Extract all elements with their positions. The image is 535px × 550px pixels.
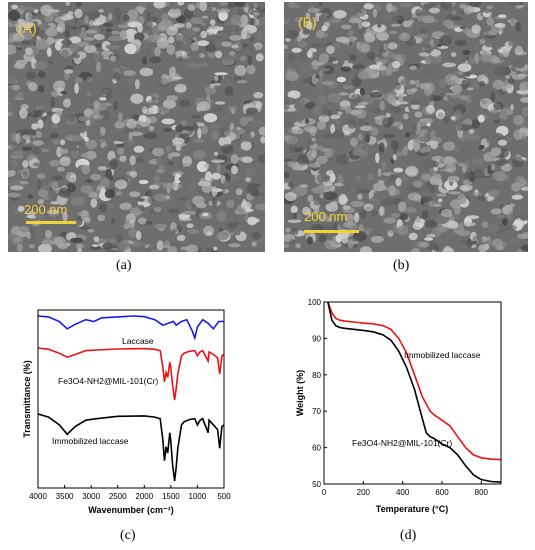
ftir-y-axis-title: Transmittance (%) (22, 360, 32, 438)
ftir-series-line (37, 347, 225, 401)
tga-y-tick-label: 90 (312, 334, 321, 343)
ftir-label-fe3o4: Fe3O4-NH2@MIL-101(Cr) (58, 376, 158, 386)
ftir-x-tick-label: 4000 (29, 492, 47, 501)
tga-label-fe3o4: Fe3O4-NH2@MIL-101(Cr) (352, 438, 452, 448)
tga-x-tick-label: 600 (435, 488, 449, 497)
tga-series-line (327, 301, 502, 461)
tga-y-axis-title: Weight (%) (295, 370, 305, 416)
scalebar-a (26, 221, 76, 224)
sem-texture-a (8, 2, 265, 252)
tga-y-tick-label: 70 (312, 407, 321, 416)
tga-x-tick-label: 400 (396, 488, 410, 497)
tga-chart: 0 200 400 600 800 50 60 70 80 90 100 Temperature … (292, 294, 535, 522)
ftir-x-tick-label: 1500 (162, 492, 180, 501)
sem-tag-b: (B) (298, 14, 317, 30)
ftir-x-tick-label: 2000 (135, 492, 153, 501)
tga-plot: 0 200 400 600 800 50 60 70 80 90 100 Temperature … (295, 298, 502, 514)
scalebar-label-a: 200 nm (24, 202, 68, 217)
tga-frame (323, 301, 502, 485)
tga-x-tick-label: 800 (475, 488, 489, 497)
sem-image-b: (B) 200 nm (284, 2, 528, 252)
ftir-x-tick-label: 2500 (109, 492, 127, 501)
ftir-x-tick-label: 3500 (56, 492, 74, 501)
scalebar-b (304, 230, 359, 233)
ftir-x-tick-label: 500 (217, 492, 231, 501)
ftir-label-immobilized: Immobilized laccase (52, 436, 129, 446)
ftir-x-axis-title: Wavenumber (cm⁻¹) (88, 505, 173, 515)
ftir-series-line (37, 315, 224, 341)
tga-y-tick-label: 80 (312, 371, 321, 380)
scalebar-label-b: 200 nm (304, 209, 348, 224)
caption-d: (d) (400, 528, 417, 543)
sem-image-a: (A) 200 nm (8, 2, 265, 252)
sem-tag-a: (A) (18, 20, 37, 36)
ftir-plot: 4000 3500 3000 2500 2000 1500 1000 500 Wavenumb… (22, 309, 231, 515)
ftir-chart: 4000 3500 3000 2500 2000 1500 1000 500 Wavenumb… (0, 296, 268, 520)
ftir-label-laccase: Laccase (122, 336, 154, 346)
ftir-x-tick-label: 3000 (82, 492, 100, 501)
tga-series-line (327, 301, 502, 483)
sem-texture-b (284, 2, 528, 252)
tga-x-axis-title: Temperature (°C) (376, 504, 448, 514)
tga-x-tick-label: 200 (357, 488, 371, 497)
ftir-x-tick-label: 1000 (189, 492, 207, 501)
ftir-frame (37, 309, 225, 489)
tga-label-immobilized: Immobilized laccase (404, 350, 481, 360)
caption-b: (b) (393, 258, 410, 273)
caption-c: (c) (120, 528, 136, 543)
tga-x-tick-label: 0 (322, 488, 327, 497)
tga-y-tick-label: 50 (312, 480, 321, 489)
caption-a: (a) (116, 258, 132, 273)
ftir-series-line (37, 413, 225, 482)
tga-y-tick-label: 100 (308, 298, 322, 307)
tga-y-tick-label: 60 (312, 444, 321, 453)
